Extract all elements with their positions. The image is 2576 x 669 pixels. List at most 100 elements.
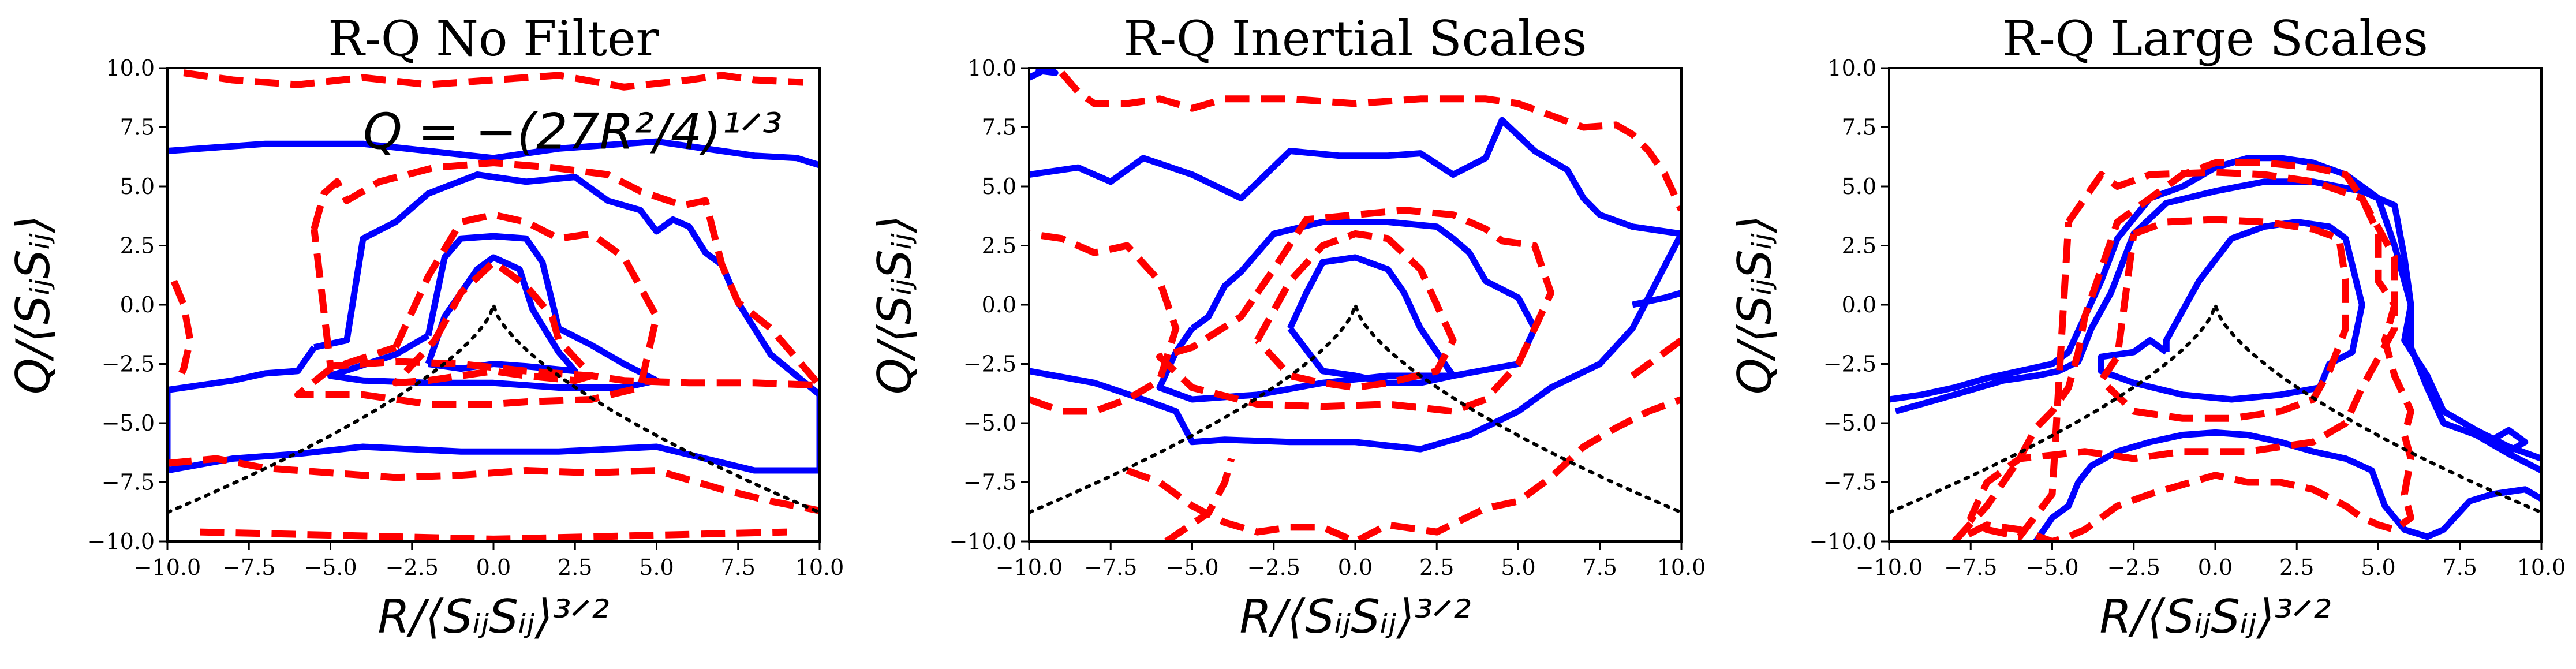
- x-tick-label: −7.5: [1084, 555, 1137, 580]
- x-tick-label: 5.0: [639, 555, 674, 580]
- y-tick-label: 5.0: [1842, 174, 1876, 199]
- x-tick-label: 10.0: [1657, 555, 1706, 580]
- series-blue-inner: [2098, 219, 2365, 403]
- x-tick-label: −5.0: [1165, 555, 1218, 580]
- y-tick-label: −10.0: [949, 529, 1016, 554]
- series-red-mid: [311, 159, 820, 389]
- x-tick-label: −7.5: [222, 555, 275, 580]
- x-tick-label: 7.5: [2443, 555, 2477, 580]
- y-tick-label: −2.5: [963, 352, 1016, 377]
- y-tick-label: 2.5: [982, 233, 1016, 259]
- panel-3: R-Q Large Scales −10.0 −7.5 −5.0 −2.5 0.0 2.5 5…: [1728, 10, 2566, 644]
- y-axis-label: Q/⟨SᵢⱼSᵢⱼ⟩: [6, 215, 60, 394]
- x-tick-label: −5.0: [2025, 555, 2078, 580]
- x-tick-label: −2.5: [2107, 555, 2160, 580]
- series-vieillefosse: [1029, 303, 1681, 514]
- series-red-left-edge: [170, 279, 194, 384]
- series-red-left: [1029, 230, 1180, 415]
- x-tick-label: −2.5: [1247, 555, 1300, 580]
- y-tick-label: 7.5: [982, 115, 1016, 140]
- series-vieillefosse: [167, 303, 820, 514]
- x-tick-label: −5.0: [304, 555, 357, 580]
- series-red-right-edge: [1630, 337, 1681, 379]
- series-red-outer: [1059, 70, 1681, 212]
- y-tick-label: −7.5: [102, 470, 155, 495]
- y-tick-label: −5.0: [963, 410, 1016, 436]
- series-red-outer: [1951, 159, 2414, 541]
- series-red-inner: [2098, 216, 2349, 422]
- y-tick-label: −10.0: [1809, 529, 1876, 554]
- y-tick-label: 0.0: [120, 292, 155, 317]
- x-tick-label: −7.5: [1944, 555, 1997, 580]
- x-tick-label: 0.0: [2198, 555, 2233, 580]
- y-tick-label: −7.5: [1823, 470, 1876, 495]
- y-tick-label: 2.5: [120, 233, 155, 259]
- plot-area: [1029, 68, 1681, 541]
- y-tick-label: 5.0: [120, 174, 155, 199]
- y-tick-label: 10.0: [106, 55, 155, 81]
- chart-title: R-Q No Filter: [328, 10, 659, 67]
- x-axis-label: R/⟨SᵢⱼSᵢⱼ⟩³ᐟ²: [2099, 590, 2331, 644]
- series-red-bottom-edge: [200, 528, 787, 541]
- series-blue-diamond: [2491, 427, 2529, 455]
- plot-area: [167, 69, 820, 541]
- series-blue-inner1: [327, 233, 660, 391]
- series-blue-inner2: [1287, 254, 1456, 386]
- y-tick-label: 2.5: [1842, 233, 1876, 259]
- x-axis-label: R/⟨SᵢⱼSᵢⱼ⟩³ᐟ²: [377, 590, 609, 644]
- x-tick-label: 2.5: [558, 555, 592, 580]
- y-axis-label: Q/⟨SᵢⱼSᵢⱼ⟩: [868, 215, 922, 394]
- x-tick-label: 10.0: [795, 555, 844, 580]
- x-tick-label: 7.5: [721, 555, 756, 580]
- series-red-inner2: [392, 259, 595, 387]
- series-red-outer-bottom: [167, 455, 820, 514]
- y-tick-label: −5.0: [1823, 410, 1876, 436]
- x-tick-label: 0.0: [476, 555, 511, 580]
- panel-1: R-Q No Filter −10.0 −7.5 −5.0 −2.5 0.0 2.5 5.0 7…: [6, 10, 844, 644]
- series-red-mid: [1967, 169, 2398, 540]
- chart-title: R-Q Inertial Scales: [1124, 10, 1587, 67]
- series-red-inner: [1254, 230, 1457, 391]
- x-tick-label: 7.5: [1583, 555, 1617, 580]
- y-tick-label: 0.0: [982, 292, 1016, 317]
- x-tick-label: −10.0: [1856, 555, 1923, 580]
- series-red-mid: [1156, 207, 1554, 415]
- x-tick-label: 5.0: [1501, 555, 1535, 580]
- y-tick-label: 7.5: [1842, 115, 1876, 140]
- series-red-bottom-left: [1164, 457, 1235, 541]
- series-blue-top-corner: [1029, 68, 1059, 81]
- panel-2: R-Q Inertial Scales −10.0 −7.5 −5.0 −2.5 0.0 2…: [868, 10, 1706, 644]
- y-tick-label: −2.5: [1823, 352, 1876, 377]
- y-tick-label: 10.0: [967, 55, 1016, 81]
- x-tick-label: 0.0: [1338, 555, 1373, 580]
- series-red-outer-top: [183, 69, 804, 91]
- x-tick-label: 2.5: [1419, 555, 1454, 580]
- y-tick-label: −7.5: [963, 470, 1016, 495]
- series-blue-mid: [167, 171, 820, 474]
- y-tick-label: 7.5: [120, 115, 155, 140]
- series-vieillefosse: [1889, 303, 2541, 514]
- x-tick-label: 10.0: [2517, 555, 2566, 580]
- series-blue-outer: [167, 138, 820, 169]
- y-tick-label: 0.0: [1842, 292, 1876, 317]
- x-tick-label: 5.0: [2361, 555, 2395, 580]
- x-tick-label: −10.0: [996, 555, 1063, 580]
- x-tick-label: 2.5: [2279, 555, 2314, 580]
- x-tick-label: −10.0: [134, 555, 201, 580]
- series-blue-right-edge: [1632, 290, 1681, 308]
- y-axis-label: Q/⟨SᵢⱼSᵢⱼ⟩: [1728, 215, 1782, 394]
- x-axis-label: R/⟨SᵢⱼSᵢⱼ⟩³ᐟ²: [1239, 590, 1471, 644]
- x-tick-label: −2.5: [386, 555, 439, 580]
- chart-title: R-Q Large Scales: [2002, 10, 2428, 67]
- curve-annotation: Q = −(27R²/4)¹ᐟ³: [363, 103, 782, 160]
- series-blue-outer: [1029, 117, 1681, 453]
- y-tick-label: 10.0: [1827, 55, 1876, 81]
- y-tick-label: −10.0: [88, 529, 155, 554]
- plot-area: [1889, 155, 2541, 541]
- y-tick-label: −5.0: [102, 410, 155, 436]
- y-tick-label: −2.5: [102, 352, 155, 377]
- y-tick-label: 5.0: [982, 174, 1016, 199]
- series-red-bottom: [1126, 396, 1681, 541]
- series-blue-outer2: [1894, 178, 2541, 473]
